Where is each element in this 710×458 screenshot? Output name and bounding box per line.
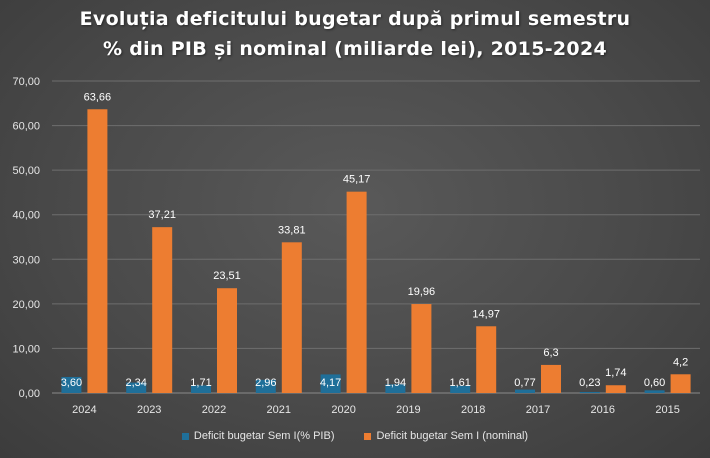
bar-nominal xyxy=(87,109,108,393)
bar-pib xyxy=(191,385,211,393)
bar-pib xyxy=(515,389,535,393)
bar-pib xyxy=(450,385,471,393)
x-tick-label: 2019 xyxy=(396,404,420,416)
bar-nominal xyxy=(411,304,432,393)
bar-pib xyxy=(644,390,665,393)
y-tick-label: 50,00 xyxy=(12,165,40,177)
y-tick-label: 60,00 xyxy=(12,121,40,133)
data-label-nominal: 1,74 xyxy=(605,367,626,379)
data-label-nominal: 37,21 xyxy=(148,209,176,221)
chart-title-line-1: Evoluția deficitului bugetar după primul… xyxy=(79,8,631,30)
chart-legend: Deficit bugetar Sem I(% PIB) Deficit bug… xyxy=(0,430,710,442)
x-tick-label: 2021 xyxy=(267,404,291,416)
data-label-nominal: 23,51 xyxy=(213,270,241,282)
data-label-pib: 1,94 xyxy=(385,377,406,389)
data-label-pib: 0,77 xyxy=(514,377,535,389)
data-label-pib: 0,23 xyxy=(579,377,600,389)
legend-item-pib: Deficit bugetar Sem I(% PIB) xyxy=(181,430,335,442)
bar-nominal xyxy=(670,374,691,393)
x-tick-label: 2024 xyxy=(72,404,96,416)
x-tick-label: 2020 xyxy=(331,404,355,416)
data-label-nominal: 33,81 xyxy=(278,224,306,236)
y-tick-label: 0,00 xyxy=(19,388,40,400)
x-tick-label: 2023 xyxy=(137,404,161,416)
data-label-pib: 2,34 xyxy=(125,377,146,389)
x-tick-label: 2017 xyxy=(526,404,550,416)
data-label-pib: 0,60 xyxy=(644,377,665,389)
x-tick-label: 2016 xyxy=(591,404,615,416)
bar-nominal xyxy=(281,242,302,393)
legend-label-pib: Deficit bugetar Sem I(% PIB) xyxy=(193,430,335,442)
data-label-nominal: 6,3 xyxy=(543,347,558,359)
y-tick-label: 20,00 xyxy=(12,299,40,311)
bar-pib xyxy=(126,382,147,393)
bar-nominal xyxy=(605,385,626,393)
y-tick-label: 10,00 xyxy=(12,343,40,355)
y-tick-label: 40,00 xyxy=(12,210,40,222)
bar-nominal xyxy=(346,191,367,393)
data-label-nominal: 19,96 xyxy=(408,286,436,298)
bar-pib xyxy=(385,384,406,393)
data-label-pib: 1,61 xyxy=(449,377,470,389)
bar-pib xyxy=(61,376,82,393)
data-label-pib: 2,96 xyxy=(255,377,276,389)
data-label-nominal: 4,2 xyxy=(673,356,688,368)
data-label-pib: 4,17 xyxy=(320,377,341,389)
legend-item-nominal: Deficit bugetar Sem I (nominal) xyxy=(364,430,528,442)
data-label-pib: 3,60 xyxy=(61,377,82,389)
bar-pib xyxy=(320,374,341,393)
x-tick-label: 2022 xyxy=(202,404,226,416)
bar-nominal xyxy=(476,326,497,393)
bar-pib xyxy=(255,379,276,393)
y-tick-label: 70,00 xyxy=(12,76,40,88)
x-tick-label: 2015 xyxy=(655,404,679,416)
data-label-nominal: 14,97 xyxy=(472,308,500,320)
chart-title-line-2: % din PIB și nominal (miliarde lei), 201… xyxy=(103,38,607,60)
data-label-nominal: 63,66 xyxy=(84,91,112,103)
bar-nominal xyxy=(217,288,237,393)
bar-nominal xyxy=(541,364,561,393)
data-label-pib: 1,71 xyxy=(190,377,211,389)
x-tick-label: 2018 xyxy=(461,404,485,416)
bar-nominal xyxy=(152,227,173,393)
y-tick-label: 30,00 xyxy=(12,254,40,266)
data-label-nominal: 45,17 xyxy=(343,174,371,186)
legend-label-nominal: Deficit bugetar Sem I (nominal) xyxy=(376,430,529,442)
legend-swatch-pib xyxy=(181,432,189,440)
bar-pib xyxy=(579,391,600,393)
legend-swatch-nominal xyxy=(364,432,372,440)
